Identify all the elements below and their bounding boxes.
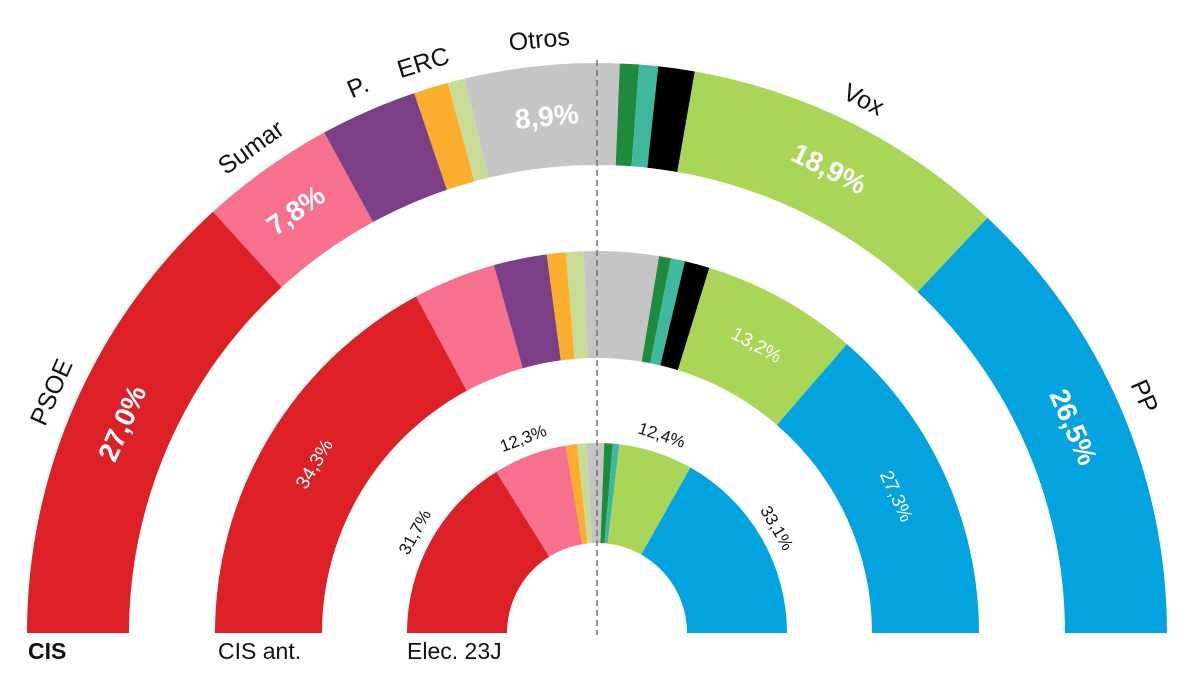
ring-label-cis-ant: CIS ant. — [218, 638, 302, 664]
segment-elec23j-bildu — [600, 443, 613, 544]
segment-cis_ant-otros — [583, 251, 660, 362]
segment-cis-psoe — [27, 211, 282, 633]
segment-cis-erc — [414, 82, 475, 190]
segment-cis-otros — [464, 63, 620, 178]
segment-cis-junts — [447, 78, 489, 182]
segment-cis_ant-podemos — [493, 254, 561, 369]
segment-cis_ant-junts — [565, 251, 588, 359]
party-name-podemos: P. — [343, 70, 373, 104]
segment-cis-vox-black — [647, 66, 695, 172]
segment-cis_ant-bildu — [641, 256, 671, 364]
party-name-otros: Otros — [507, 23, 571, 57]
party-name-pp: PP — [1125, 376, 1164, 418]
segment-cis_ant-erc — [546, 252, 575, 361]
party-name-vox: Vox — [839, 78, 889, 122]
segment-cis_ant-pp — [776, 344, 979, 633]
segment-elec23j-junts — [577, 443, 593, 544]
segment-cis_ant-psoe — [215, 296, 467, 633]
segment-cis_ant-pnv — [650, 258, 686, 366]
segment-cis_ant-sumar — [416, 265, 523, 391]
segment-elec23j-psoe — [407, 471, 550, 633]
segment-cis-vox — [677, 71, 988, 293]
segment-cis-podemos — [324, 93, 447, 223]
segment-cis-pnv — [631, 64, 659, 168]
ring-label-cis: CIS — [28, 638, 67, 664]
segment-cis-bildu — [615, 63, 640, 167]
segment-cis-pp — [917, 217, 1167, 633]
segment-cis-sumar — [212, 132, 374, 288]
segment-elec23j-pp — [641, 467, 787, 633]
segment-elec23j-pnv — [604, 443, 620, 544]
segment-cis_ant-vox — [677, 267, 847, 426]
ring-label-elec-23j: Elec. 23J — [407, 638, 502, 664]
value-label-cis-otros: 8,9% — [513, 98, 580, 135]
segment-cis_ant-vox-black — [660, 261, 710, 371]
party-name-erc: ERC — [394, 42, 453, 84]
segment-elec23j-sumar — [496, 445, 583, 557]
value-label-elec23j-vox: 12,4% — [636, 419, 688, 452]
segment-elec23j-otros — [586, 443, 605, 544]
segments-layer — [27, 63, 1167, 633]
segment-elec23j-vox — [607, 444, 691, 555]
value-label-elec23j-sumar: 12,3% — [497, 421, 549, 456]
segment-elec23j-erc — [565, 444, 588, 545]
